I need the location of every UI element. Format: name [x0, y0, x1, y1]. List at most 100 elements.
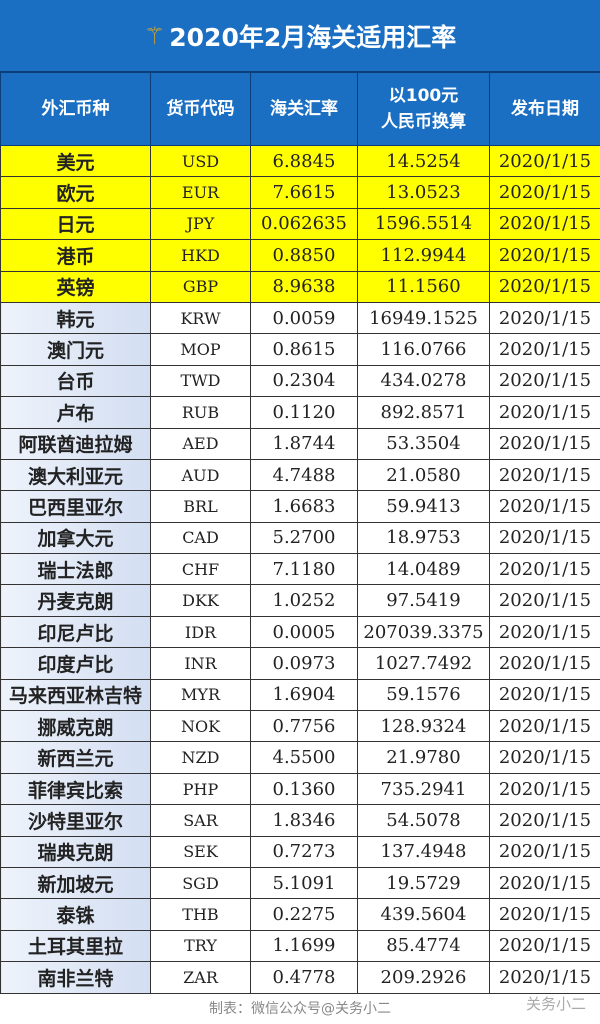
currency-name: 南非兰特 [0, 961, 151, 994]
per-100-cny: 59.9413 [357, 490, 490, 523]
customs-emblem-icon: ⚚ [143, 21, 166, 50]
currency-code: EUR [150, 176, 251, 209]
publish-date: 2020/1/15 [489, 804, 600, 837]
header-date: 发布日期 [489, 72, 600, 146]
customs-rate: 0.0059 [250, 301, 358, 335]
customs-rate: 0.7273 [250, 835, 358, 868]
customs-rate: 6.8845 [250, 144, 358, 178]
currency-code: JPY [150, 207, 251, 241]
per-100-cny: 85.4774 [357, 929, 490, 963]
currency-code: SAR [150, 804, 251, 837]
currency-code: USD [150, 144, 251, 178]
per-100-cny: 1027.7492 [357, 647, 490, 680]
table-body: 美元 USD 6.8845 14.5254 2020/1/15 欧元 EUR 7.6615 13… [0, 144, 600, 994]
customs-rate: 1.8744 [250, 427, 358, 460]
per-100-cny: 13.0523 [357, 176, 490, 209]
per-100-cny: 209.2926 [357, 961, 490, 994]
publish-date: 2020/1/15 [489, 176, 600, 209]
currency-name: 美元 [0, 144, 151, 178]
currency-name: 瑞典克朗 [0, 835, 151, 868]
watermark: 关务小二 [525, 995, 586, 1013]
currency-name: 欧元 [0, 176, 151, 209]
publish-date: 2020/1/15 [489, 647, 600, 680]
publish-date: 2020/1/15 [489, 239, 600, 272]
currency-code: CAD [150, 521, 251, 555]
table-row: 澳大利亚元 AUD 4.7488 21.0580 2020/1/15 [0, 458, 600, 492]
table-row: 印尼卢比 IDR 0.0005 207039.3375 2020/1/15 [0, 615, 600, 649]
currency-name: 阿联酋迪拉姆 [0, 427, 151, 460]
table-row: 巴西里亚尔 BRL 1.6683 59.9413 2020/1/15 [0, 490, 600, 523]
currency-name: 瑞士法郎 [0, 553, 151, 586]
publish-date: 2020/1/15 [489, 333, 600, 366]
per-100-cny: 207039.3375 [357, 615, 490, 649]
currency-code: CHF [150, 553, 251, 586]
currency-name: 马来西亚林吉特 [0, 678, 151, 712]
per-100-cny: 97.5419 [357, 584, 490, 617]
publish-date: 2020/1/15 [489, 615, 600, 649]
exchange-rate-table: 外汇币种 货币代码 海关汇率 以100元 人民币换算 发布日期 美元 USD 6.8… [0, 72, 600, 994]
currency-code: MOP [150, 333, 251, 366]
publish-date: 2020/1/15 [489, 364, 600, 398]
table-row: 马来西亚林吉特 MYR 1.6904 59.1576 2020/1/15 [0, 678, 600, 712]
per-100-cny: 14.0489 [357, 553, 490, 586]
customs-rate: 1.6683 [250, 490, 358, 523]
table-row: 瑞士法郎 CHF 7.1180 14.0489 2020/1/15 [0, 553, 600, 586]
publish-date: 2020/1/15 [489, 584, 600, 617]
header-rate: 海关汇率 [250, 72, 358, 146]
customs-rate: 4.7488 [250, 458, 358, 492]
publish-date: 2020/1/15 [489, 521, 600, 555]
currency-code: NOK [150, 710, 251, 743]
table-row: 沙特里亚尔 SAR 1.8346 54.5078 2020/1/15 [0, 804, 600, 837]
table-row: 卢布 RUB 0.1120 892.8571 2020/1/15 [0, 396, 600, 429]
table-row: 泰铢 THB 0.2275 439.5604 2020/1/15 [0, 898, 600, 931]
publish-date: 2020/1/15 [489, 207, 600, 241]
per-100-cny: 14.5254 [357, 144, 490, 178]
currency-code: THB [150, 898, 251, 931]
currency-name: 印尼卢比 [0, 615, 151, 649]
currency-code: DKK [150, 584, 251, 617]
customs-rate: 7.6615 [250, 176, 358, 209]
publish-date: 2020/1/15 [489, 961, 600, 994]
currency-name: 泰铢 [0, 898, 151, 931]
per-100-cny: 54.5078 [357, 804, 490, 837]
table-row: 澳门元 MOP 0.8615 116.0766 2020/1/15 [0, 333, 600, 366]
table-row: 瑞典克朗 SEK 0.7273 137.4948 2020/1/15 [0, 835, 600, 868]
page-title: ⚚ 2020年2月海关适用汇率 [0, 0, 600, 72]
currency-code: SGD [150, 866, 251, 900]
per-100-cny: 16949.1525 [357, 301, 490, 335]
publish-date: 2020/1/15 [489, 553, 600, 586]
currency-name: 卢布 [0, 396, 151, 429]
table-row: 加拿大元 CAD 5.2700 18.9753 2020/1/15 [0, 521, 600, 555]
per-100-cny: 21.0580 [357, 458, 490, 492]
publish-date: 2020/1/15 [489, 741, 600, 774]
publish-date: 2020/1/15 [489, 898, 600, 931]
per-100-cny: 112.9944 [357, 239, 490, 272]
customs-rate: 0.0005 [250, 615, 358, 649]
per-100-cny: 21.9780 [357, 741, 490, 774]
currency-name: 丹麦克朗 [0, 584, 151, 617]
customs-rate: 0.1360 [250, 772, 358, 806]
table-row: 新加坡元 SGD 5.1091 19.5729 2020/1/15 [0, 866, 600, 900]
publish-date: 2020/1/15 [489, 490, 600, 523]
table-row: 阿联酋迪拉姆 AED 1.8744 53.3504 2020/1/15 [0, 427, 600, 460]
customs-rate: 0.1120 [250, 396, 358, 429]
currency-code: KRW [150, 301, 251, 335]
currency-code: AED [150, 427, 251, 460]
header-per100: 以100元 人民币换算 [357, 72, 490, 146]
customs-rate: 5.2700 [250, 521, 358, 555]
table-row: 美元 USD 6.8845 14.5254 2020/1/15 [0, 144, 600, 178]
footer-credit: 制表：微信公众号@关务小二 [209, 1001, 391, 1017]
customs-rate: 0.8850 [250, 239, 358, 272]
customs-rate: 0.4778 [250, 961, 358, 994]
table-row: 土耳其里拉 TRY 1.1699 85.4774 2020/1/15 [0, 929, 600, 963]
per-100-cny: 1596.5514 [357, 207, 490, 241]
currency-name: 沙特里亚尔 [0, 804, 151, 837]
publish-date: 2020/1/15 [489, 144, 600, 178]
currency-code: MYR [150, 678, 251, 712]
per-100-cny: 19.5729 [357, 866, 490, 900]
customs-rate: 7.1180 [250, 553, 358, 586]
per-100-cny: 434.0278 [357, 364, 490, 398]
per-100-cny: 892.8571 [357, 396, 490, 429]
currency-name: 土耳其里拉 [0, 929, 151, 963]
